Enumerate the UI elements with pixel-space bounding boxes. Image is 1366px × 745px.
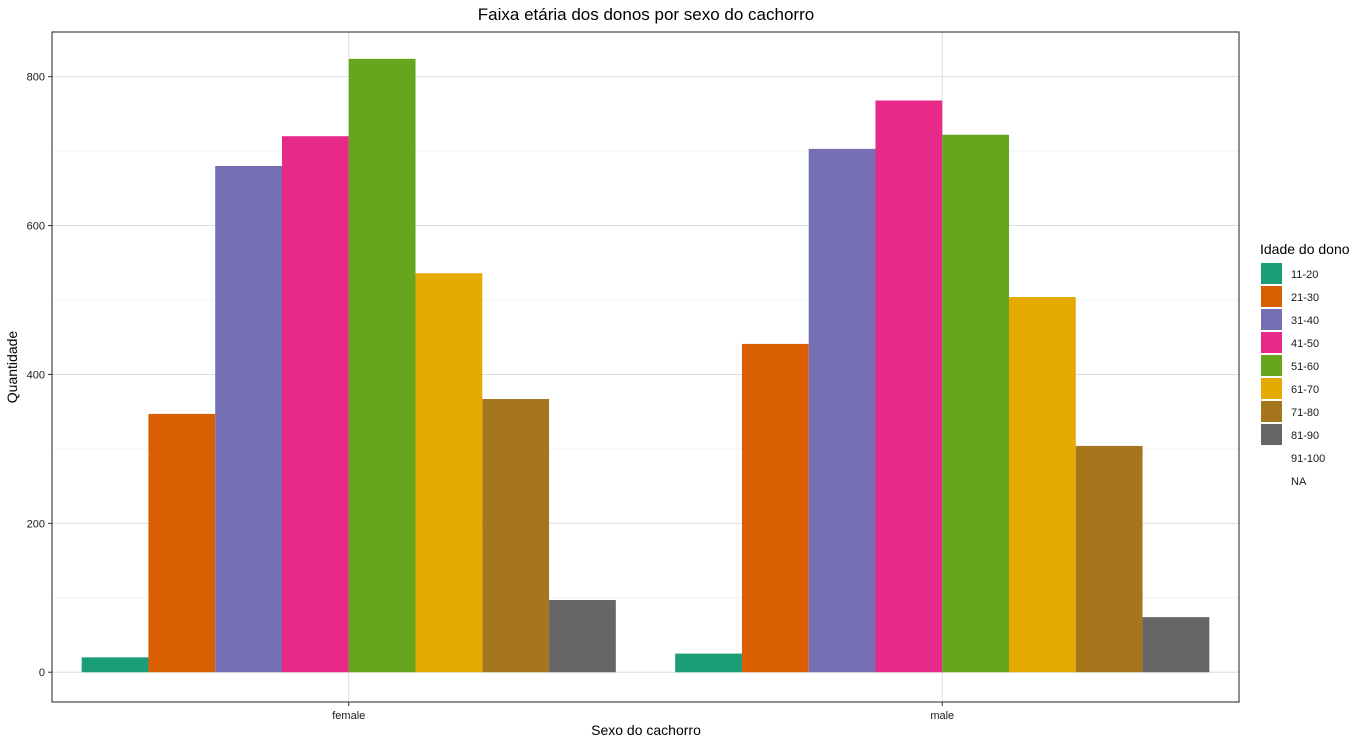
bar-female-81-90 [549, 600, 616, 673]
legend-key-91-100 [1261, 447, 1282, 468]
y-axis-ticks: 0 200 400 600 800 [27, 72, 52, 679]
legend-key-41-50 [1261, 332, 1282, 353]
legend-label: 51-60 [1291, 361, 1319, 373]
bar-female-51-60 [348, 58, 416, 673]
y-axis-title: Quantidade [4, 331, 20, 404]
bar-male-71-80 [1075, 445, 1143, 673]
x-axis-ticks: female male [332, 702, 954, 722]
legend-key-11-20 [1261, 263, 1282, 284]
x-tick-label: female [332, 710, 365, 722]
y-tick-label: 200 [27, 518, 45, 530]
y-tick-label: 400 [27, 369, 45, 381]
legend-key-61-70 [1261, 378, 1282, 399]
bar-female-71-80 [482, 399, 550, 673]
legend-key-51-60 [1261, 355, 1282, 376]
bar-female-41-50 [281, 136, 349, 673]
bar-male-21-30 [741, 343, 809, 673]
x-axis-title: Sexo do cachorro [591, 722, 701, 738]
bar-female-61-70 [415, 273, 483, 673]
legend-key-21-30 [1261, 286, 1282, 307]
legend-label: 61-70 [1291, 384, 1319, 396]
bar-female-31-40 [215, 166, 282, 673]
bar-female-21-30 [148, 413, 216, 673]
plot-panel-border [51, 31, 1240, 703]
bar-male-51-60 [942, 134, 1010, 673]
bars [81, 58, 1210, 673]
bar-male-31-40 [808, 148, 876, 673]
y-tick-label: 600 [27, 221, 45, 233]
x-tick-label: male [930, 710, 954, 722]
legend-label: 11-20 [1291, 269, 1318, 281]
bar-female-11-20 [81, 657, 149, 673]
legend-key-NA [1261, 470, 1282, 491]
bar-male-41-50 [875, 100, 943, 673]
legend-label: 31-40 [1291, 315, 1319, 327]
legend-label: 91-100 [1291, 453, 1325, 465]
y-tick-label: 800 [27, 72, 45, 84]
legend-key-81-90 [1261, 424, 1282, 445]
legend-label: NA [1291, 476, 1307, 488]
legend-label: 41-50 [1291, 338, 1319, 350]
legend-key-71-80 [1261, 401, 1282, 422]
legend-key-31-40 [1261, 309, 1282, 330]
legend-label: 21-30 [1291, 292, 1319, 304]
y-tick-label: 0 [39, 667, 45, 679]
bar-male-11-20 [675, 653, 742, 673]
bar-male-81-90 [1142, 617, 1210, 673]
chart-title: Faixa etária dos donos por sexo do cacho… [478, 5, 814, 24]
legend-label: 71-80 [1291, 407, 1319, 419]
bar-male-61-70 [1009, 297, 1076, 673]
legend-title: Idade do dono [1260, 241, 1350, 257]
legend-label: 81-90 [1291, 430, 1319, 442]
legend-items: 11-20 21-30 31-40 41-50 51-60 61-70 71-80 81-90… [1261, 263, 1325, 491]
legend: Idade do dono 11-20 21-30 31-40 41-50 51-60 6… [1260, 241, 1350, 491]
